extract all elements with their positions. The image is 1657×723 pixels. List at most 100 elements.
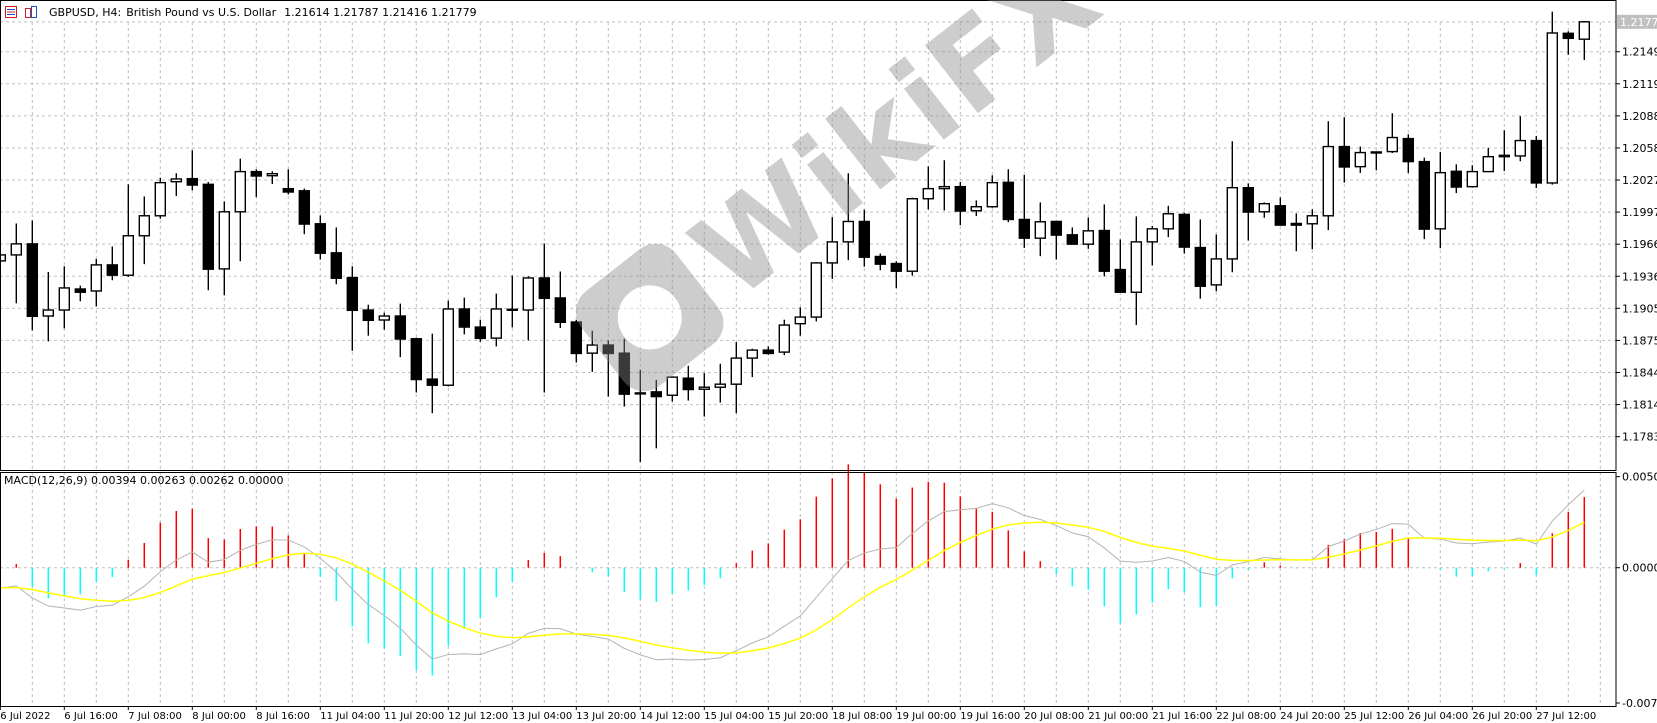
bull-candle: [586, 330, 598, 372]
candle-body: [266, 173, 278, 177]
candle-body: [186, 177, 199, 186]
bull-candle: [970, 200, 982, 217]
bear-candle: [602, 340, 614, 397]
price-tick-label: 1.20885: [1622, 110, 1657, 123]
candle-body: [1130, 241, 1143, 293]
time-tick-label: 11 Jul 20:00: [384, 711, 444, 722]
bull-candle: [698, 373, 710, 417]
time-tick-label: 12 Jul 12:00: [448, 711, 508, 722]
bull-candle: [842, 173, 854, 261]
bear-candle: [1418, 157, 1431, 240]
candle-body: [730, 357, 742, 385]
bull-candle: [922, 166, 934, 210]
candle-body: [874, 255, 886, 265]
bull-candle: [778, 319, 790, 356]
candle-body: [1162, 213, 1175, 230]
candle-body: [442, 308, 454, 386]
candle-body: [1242, 186, 1255, 213]
bull-candle: [1306, 209, 1319, 250]
time-tick-label: 18 Jul 08:00: [832, 711, 892, 722]
template-icon[interactable]: [25, 6, 37, 18]
bull-candle: [154, 177, 167, 219]
time-tick-label: 22 Jul 08:00: [1216, 711, 1276, 722]
candle-body: [1258, 202, 1271, 213]
bull-candle: [1578, 20, 1591, 61]
price-tick-label: 1.17835: [1622, 431, 1657, 444]
candle-body: [330, 252, 342, 279]
bull-candle: [810, 262, 822, 322]
candle-body: [618, 352, 630, 395]
bear-candle: [282, 169, 294, 195]
candles: [0, 11, 1591, 463]
bull-candle: [1210, 234, 1223, 292]
time-tick-label: 8 Jul 16:00: [256, 711, 310, 722]
candle-body: [234, 170, 247, 213]
candle-body: [1098, 229, 1111, 272]
bull-candle: [1226, 141, 1239, 273]
bull-candle: [730, 342, 742, 414]
bull-candle: [1434, 151, 1447, 249]
time-tick-label: 19 Jul 00:00: [896, 711, 956, 722]
bear-candle: [1370, 151, 1383, 171]
candle-body: [538, 277, 550, 300]
candle-body: [1402, 137, 1415, 163]
candle-body: [1274, 205, 1287, 226]
candle-body: [842, 220, 854, 243]
time-tick-label: 20 Jul 08:00: [1024, 711, 1084, 722]
bull-candle: [234, 158, 247, 262]
time-tick-label: 24 Jul 20:00: [1280, 711, 1340, 722]
time-tick-label: 26 Jul 20:00: [1472, 711, 1532, 722]
bear-candle: [1562, 31, 1575, 55]
bull-candle: [378, 312, 390, 330]
bull-candle: [218, 201, 231, 296]
bull-candle: [10, 223, 23, 304]
chart-properties-icon[interactable]: [5, 6, 17, 18]
price-tick-label: 1.19360: [1622, 270, 1657, 283]
candle-body: [1114, 268, 1127, 293]
candle-body: [794, 316, 806, 325]
candle-body: [1450, 170, 1463, 188]
bear-candle: [1530, 135, 1543, 189]
bear-candle: [1050, 220, 1063, 260]
bear-candle: [858, 209, 870, 267]
time-tick-label: 15 Jul 04:00: [704, 711, 764, 722]
candle-body: [1306, 215, 1319, 225]
candle-body: [810, 262, 822, 318]
price-tick-label: 1.19970: [1622, 206, 1657, 219]
candle-body: [570, 321, 582, 355]
bull-candle: [1514, 116, 1527, 162]
candle-body: [1290, 222, 1303, 226]
candle-body: [122, 235, 135, 276]
bull-candle: [90, 258, 103, 307]
bear-candle: [682, 365, 694, 401]
bear-candle: [554, 271, 566, 329]
bull-candle: [938, 160, 950, 211]
candle-body: [474, 326, 486, 340]
main-frame: [0, 0, 1617, 471]
price-tick-label: 1.21495: [1622, 46, 1657, 59]
candle-body: [666, 376, 678, 396]
time-tick-label: 13 Jul 04:00: [512, 711, 572, 722]
bear-candle: [1098, 204, 1111, 277]
candle-body: [1210, 258, 1223, 286]
last-price-badge: [1617, 14, 1657, 29]
candle-body: [394, 315, 406, 340]
price-tick-label: 1.20275: [1622, 174, 1657, 187]
candle-body: [1498, 154, 1511, 158]
candle-body: [314, 223, 326, 254]
bear-candle: [1274, 197, 1287, 226]
price-tick-label: 1.18750: [1622, 334, 1657, 347]
candle-body: [826, 241, 838, 264]
time-tick-label: 27 Jul 12:00: [1536, 711, 1596, 722]
candle-body: [682, 377, 694, 391]
bear-candle: [410, 337, 422, 393]
bear-candle: [538, 243, 550, 393]
candle-body: [202, 183, 215, 270]
candle-body: [650, 391, 662, 398]
candle-body: [154, 181, 167, 217]
candle-body: [1466, 170, 1479, 188]
bear-candle: [890, 261, 902, 289]
bear-candle: [458, 297, 470, 335]
bear-candle: [330, 227, 342, 285]
